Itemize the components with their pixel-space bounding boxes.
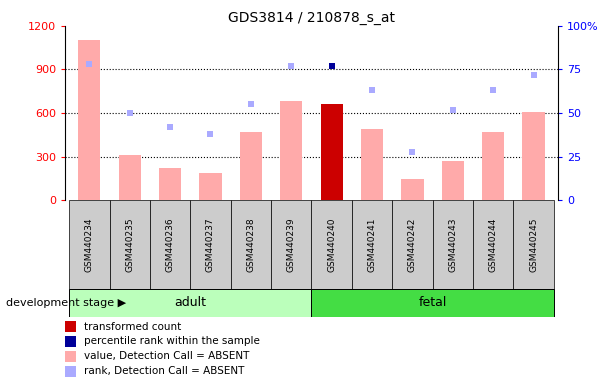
Text: GSM440238: GSM440238 xyxy=(247,217,256,272)
Bar xyxy=(150,200,191,289)
Text: GSM440240: GSM440240 xyxy=(327,217,336,272)
Text: GSM440244: GSM440244 xyxy=(488,217,497,272)
Bar xyxy=(191,200,231,289)
Bar xyxy=(402,179,423,200)
Bar xyxy=(473,200,513,289)
Bar xyxy=(432,200,473,289)
Text: development stage ▶: development stage ▶ xyxy=(6,298,126,308)
Text: GSM440243: GSM440243 xyxy=(448,217,457,272)
Bar xyxy=(513,200,554,289)
Text: adult: adult xyxy=(174,296,206,309)
Bar xyxy=(482,132,504,200)
Text: rank, Detection Call = ABSENT: rank, Detection Call = ABSENT xyxy=(84,366,245,376)
Bar xyxy=(119,155,141,200)
Bar xyxy=(361,129,383,200)
Bar xyxy=(311,200,352,289)
Bar xyxy=(280,101,302,200)
Bar xyxy=(78,40,101,200)
Bar xyxy=(240,132,262,200)
Bar xyxy=(69,289,311,317)
Text: percentile rank within the sample: percentile rank within the sample xyxy=(84,336,260,346)
Bar xyxy=(392,200,432,289)
Text: transformed count: transformed count xyxy=(84,321,182,332)
Text: GSM440235: GSM440235 xyxy=(125,217,134,272)
Bar xyxy=(159,169,182,200)
Text: GSM440241: GSM440241 xyxy=(367,217,376,272)
Bar xyxy=(200,173,221,200)
Text: GSM440242: GSM440242 xyxy=(408,217,417,272)
Bar xyxy=(231,200,271,289)
Bar xyxy=(311,289,554,317)
Text: GSM440245: GSM440245 xyxy=(529,217,538,272)
Title: GDS3814 / 210878_s_at: GDS3814 / 210878_s_at xyxy=(228,11,395,25)
Text: value, Detection Call = ABSENT: value, Detection Call = ABSENT xyxy=(84,351,250,361)
Bar xyxy=(110,200,150,289)
Bar xyxy=(271,200,311,289)
Text: fetal: fetal xyxy=(418,296,447,309)
Text: GSM440239: GSM440239 xyxy=(287,217,295,272)
Bar xyxy=(441,161,464,200)
Bar xyxy=(69,200,110,289)
Bar xyxy=(321,104,343,200)
Text: GSM440234: GSM440234 xyxy=(85,217,94,272)
Text: GSM440237: GSM440237 xyxy=(206,217,215,272)
Text: GSM440236: GSM440236 xyxy=(166,217,175,272)
Bar xyxy=(352,200,392,289)
Bar xyxy=(522,112,545,200)
